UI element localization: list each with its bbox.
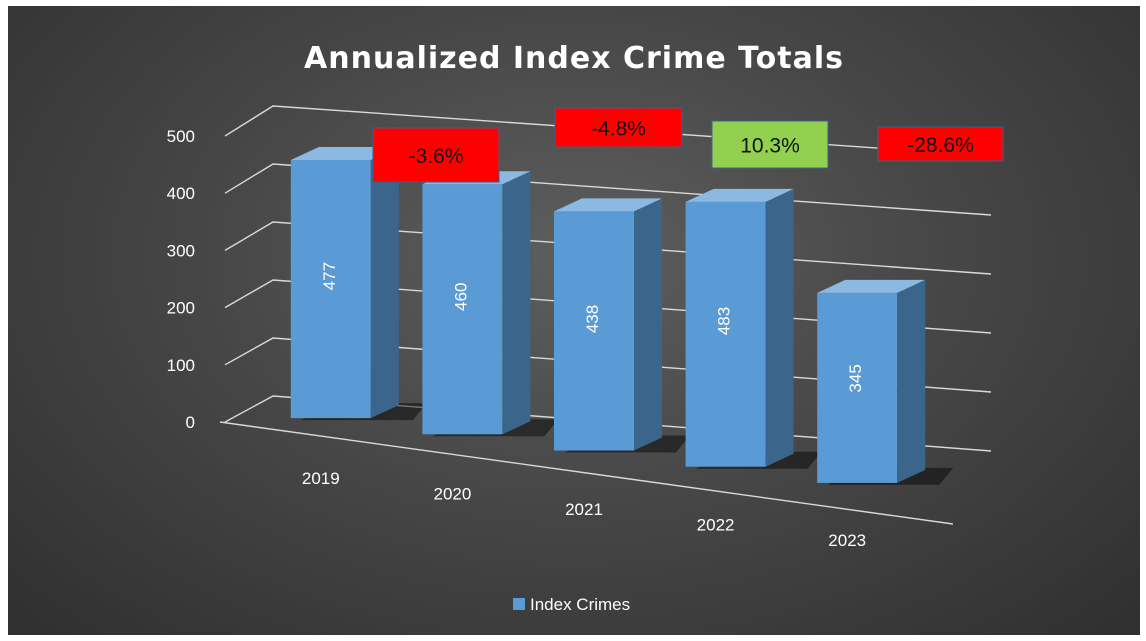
x-tick-label: 2023 [828, 531, 866, 550]
y-axis-ticks: 0 100 200 300 400 500 [167, 127, 195, 432]
change-label: -3.6% [409, 145, 464, 168]
chart-area: Annualized Index Crime Totals 0 100 200 300… [8, 6, 1140, 635]
gridlines [219, 105, 992, 525]
y-tick-label: 400 [167, 184, 195, 203]
change-label: -28.6% [907, 134, 974, 157]
data-label: 438 [583, 305, 602, 333]
change-label: 10.3% [740, 135, 800, 158]
bar-top [290, 146, 399, 160]
x-axis-ticks: 2019 2020 2021 2022 2023 [302, 469, 866, 550]
bar-top [685, 188, 794, 202]
bar-side [897, 279, 926, 483]
y-tick-label: 300 [167, 241, 195, 260]
bar [290, 159, 371, 419]
data-label: 477 [320, 262, 339, 290]
y-tick-label: 0 [186, 413, 195, 432]
change-box [554, 107, 683, 148]
x-axis-line [219, 421, 954, 525]
bar-side [502, 171, 531, 435]
change-box [877, 126, 1004, 162]
change-label: -4.8% [591, 118, 646, 141]
bar [554, 211, 634, 451]
y-tick-label: 500 [167, 127, 195, 146]
change-annotations: -3.6% -4.8% 10.3% -28.6% [372, 107, 1004, 183]
bar-side [370, 146, 399, 419]
data-label: 345 [846, 364, 865, 392]
data-labels: 477 460 438 483 345 [320, 262, 865, 393]
bar-side [765, 188, 794, 467]
x-tick-label: 2022 [697, 516, 735, 535]
bar-top [554, 198, 662, 212]
legend-swatch [513, 598, 525, 610]
bar [422, 184, 503, 435]
chart-title: Annualized Index Crime Totals [304, 41, 844, 76]
data-label: 460 [451, 283, 470, 311]
legend: Index Crimes [513, 595, 630, 614]
x-tick-label: 2019 [302, 469, 340, 488]
bar [817, 292, 898, 483]
bar [685, 201, 766, 467]
change-box [711, 120, 829, 169]
x-tick-label: 2021 [565, 500, 603, 519]
chart-plot: Annualized Index Crime Totals 0 100 200 300… [167, 41, 1004, 614]
bar-side [634, 198, 662, 451]
y-tick-label: 200 [167, 299, 195, 318]
legend-label: Index Crimes [530, 595, 630, 614]
bars [290, 146, 926, 483]
y-tick-label: 100 [167, 356, 195, 375]
x-tick-label: 2020 [433, 484, 471, 503]
bar-top [817, 279, 926, 293]
change-box [372, 127, 500, 183]
data-label: 483 [715, 307, 734, 335]
